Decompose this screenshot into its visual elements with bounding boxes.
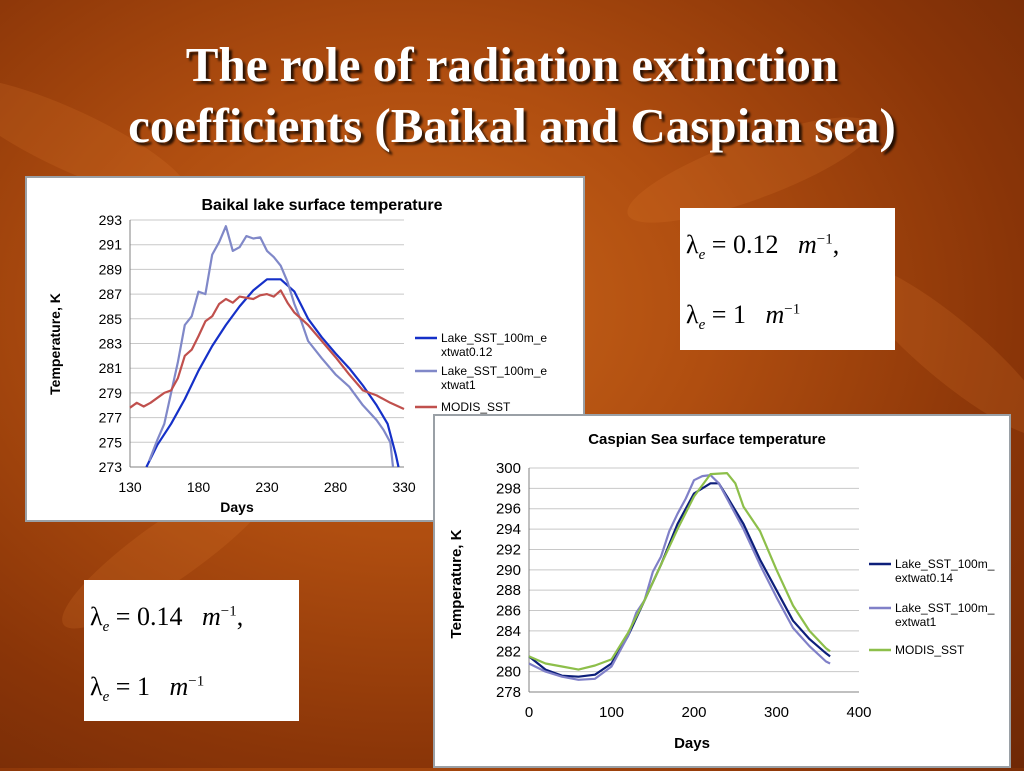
coefficient-value: 0.14 [136,602,183,631]
y-tick-label: 286 [496,603,521,620]
y-tick-label: 294 [496,521,521,538]
x-tick-label: 230 [255,479,279,495]
formula-line: λe = 1 m−1 [90,672,204,706]
series-line [528,482,831,678]
exponent: −1 [220,603,237,620]
exponent: −1 [188,673,205,690]
series-line [148,225,395,468]
series-line [528,471,831,671]
subscript: e [102,689,110,706]
series-line [145,278,400,468]
formula-line: λe = 0.14 m−1, [90,602,243,636]
equals-sign: = [705,300,733,329]
exponent: −1 [816,231,833,248]
slide-title: The role of radiation extinction coeffic… [0,34,1024,156]
y-tick-label: 298 [496,480,521,497]
caspian-chart-panel: Caspian Sea surface temperature 278 280 28… [433,414,1011,768]
unit: m [797,230,817,259]
x-tick-label: 400 [846,704,871,721]
subscript: e [698,247,706,264]
subscript: e [698,317,706,334]
y-tick-label: 281 [99,360,123,376]
y-tick-label: 285 [99,311,123,327]
slide-title-line1: The role of radiation extinction [185,37,839,92]
exponent: −1 [784,301,801,318]
legend-entry-label: xtwat1 [441,378,476,392]
coefficient-value: 0.12 [732,230,779,259]
x-tick-label: 0 [525,704,533,721]
x-tick-label: 280 [324,479,348,495]
formula-box-top: λe = 0.12 m−1, λe = 1 m−1 [680,208,895,350]
unit: m [201,602,221,631]
comma: , [236,602,244,631]
coefficient-value: 1 [136,672,150,701]
legend-entry-label: MODIS_SST [895,643,965,657]
x-tick-label: 330 [392,479,416,495]
y-tick-label: 277 [99,410,123,426]
lambda-symbol: λ [686,300,699,329]
y-tick-label: 279 [99,385,123,401]
slide-title-line2: coefficients (Baikal and Caspian sea) [128,98,896,153]
x-tick-label: 200 [681,704,706,721]
y-tick-label: 273 [99,459,123,475]
x-axis-label: Days [674,735,710,752]
legend-entry-label: MODIS_SST [441,400,511,414]
y-tick-label: 291 [99,237,123,253]
chart-title: Baikal lake surface temperature [201,197,442,214]
chart-title: Caspian Sea surface temperature [588,431,826,448]
y-tick-label: 300 [496,460,521,477]
baikal-chart-panel: Baikal lake surface temperature 273 275 27… [25,176,585,522]
y-axis-label: Temperature, K [47,293,63,395]
coefficient-value: 1 [732,300,746,329]
y-axis-label: Temperature, K [448,529,465,638]
x-tick-label: 130 [118,479,142,495]
y-tick-label: 280 [496,664,521,681]
legend-entry-label: Lake_SST_100m_ [895,601,995,615]
y-tick-label: 278 [496,684,521,701]
y-tick-label: 283 [99,336,123,352]
y-tick-label: 284 [496,623,521,640]
legend-entry-label: extwat0.14 [895,571,953,585]
unit: m [169,672,189,701]
x-tick-label: 100 [599,704,624,721]
y-tick-label: 290 [496,562,521,579]
equals-sign: = [109,672,137,701]
y-tick-label: 282 [496,643,521,660]
y-tick-label: 275 [99,434,123,450]
series-line [528,473,831,681]
legend-entry-label: xtwat0.12 [441,345,493,359]
formula-line: λe = 0.12 m−1, [686,230,839,264]
legend-entry-label: Lake_SST_100m_e [441,364,547,378]
x-axis-label: Days [220,499,254,515]
formula-box-bottom: λe = 0.14 m−1, λe = 1 m−1 [84,580,299,721]
equals-sign: = [109,602,137,631]
y-tick-label: 293 [99,212,123,228]
y-tick-label: 287 [99,286,123,302]
formula-line: λe = 1 m−1 [686,300,800,334]
series-line [129,289,405,411]
lambda-symbol: λ [686,230,699,259]
baikal-chart: Baikal lake surface temperature 273 275 27… [47,197,547,515]
legend-entry-label: Lake_SST_100m_e [441,331,547,345]
y-tick-label: 288 [496,582,521,599]
y-tick-label: 296 [496,501,521,518]
y-tick-label: 289 [99,261,123,277]
legend-entry-label: Lake_SST_100m_ [895,557,995,571]
unit: m [765,300,785,329]
lambda-symbol: λ [90,672,103,701]
x-tick-label: 300 [764,704,789,721]
subscript: e [102,619,110,636]
y-tick-label: 292 [496,541,521,558]
equals-sign: = [705,230,733,259]
lambda-symbol: λ [90,602,103,631]
comma: , [832,230,840,259]
legend-entry-label: extwat1 [895,615,937,629]
caspian-chart: Caspian Sea surface temperature 278 280 28… [448,431,995,752]
x-tick-label: 180 [187,479,211,495]
